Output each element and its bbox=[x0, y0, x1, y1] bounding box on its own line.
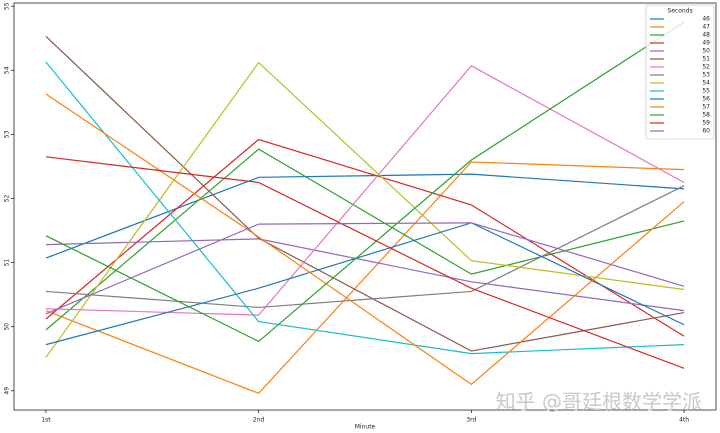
series-line bbox=[45, 61, 685, 355]
series-line bbox=[45, 173, 685, 259]
legend-label: 48 bbox=[702, 32, 710, 39]
legend-label: 51 bbox=[702, 56, 710, 63]
series-line bbox=[45, 61, 685, 358]
series-line bbox=[45, 238, 685, 312]
x-tick-label: 4th bbox=[679, 417, 689, 424]
legend-label: 56 bbox=[702, 96, 710, 103]
watermark: 知乎 @哥廷根数学学派 bbox=[496, 390, 702, 414]
y-tick-label: 54 bbox=[4, 66, 11, 74]
legend-label: 49 bbox=[702, 40, 710, 47]
y-tick-label: 52 bbox=[4, 194, 11, 202]
y-tick-label: 53 bbox=[4, 130, 11, 138]
axes-frame bbox=[13, 2, 717, 411]
legend-label: 55 bbox=[702, 88, 710, 95]
legend-label: 60 bbox=[702, 128, 710, 135]
series-line bbox=[45, 35, 685, 352]
y-tick-label: 55 bbox=[4, 2, 11, 10]
series-line bbox=[45, 156, 685, 369]
series-line bbox=[45, 21, 685, 343]
series-line bbox=[45, 138, 685, 337]
y-tick-label: 50 bbox=[4, 323, 11, 331]
series-line bbox=[45, 148, 685, 331]
series-line bbox=[45, 93, 685, 386]
x-tick-label: 1st bbox=[41, 417, 51, 424]
y-tick-label: 51 bbox=[4, 259, 11, 267]
legend-label: 53 bbox=[702, 72, 710, 79]
legend-label: 54 bbox=[702, 80, 710, 87]
x-tick-label: 3rd bbox=[466, 417, 476, 424]
x-axis-label: Minute bbox=[355, 424, 376, 431]
y-tick-label: 49 bbox=[4, 387, 11, 395]
legend-label: 50 bbox=[702, 48, 710, 55]
series-line bbox=[45, 65, 685, 316]
legend-label: 58 bbox=[702, 112, 710, 119]
series-line bbox=[45, 161, 685, 395]
x-tick-label: 2nd bbox=[253, 417, 265, 424]
series-line bbox=[45, 222, 685, 315]
legend-title: Seconds bbox=[667, 8, 692, 15]
legend-box bbox=[645, 4, 715, 140]
legend-label: 57 bbox=[702, 104, 710, 111]
legend-label: 47 bbox=[702, 24, 710, 31]
legend-label: 59 bbox=[702, 120, 710, 127]
legend-label: 46 bbox=[702, 16, 710, 23]
legend-label: 52 bbox=[702, 64, 710, 71]
series-line bbox=[45, 185, 685, 309]
series-line bbox=[45, 222, 685, 346]
